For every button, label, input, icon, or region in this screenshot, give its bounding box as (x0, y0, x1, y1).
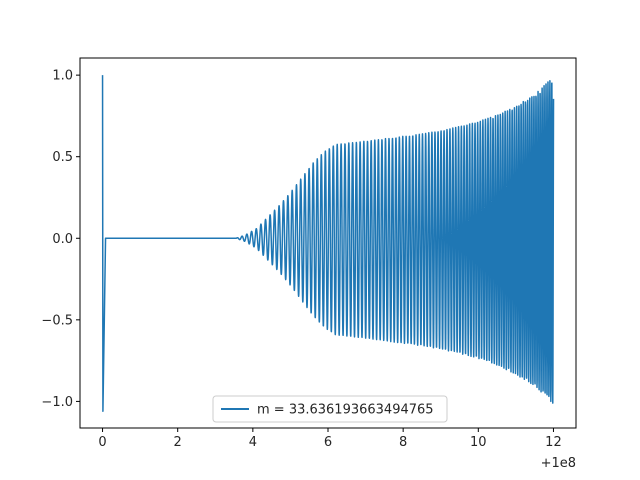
series-line (101, 75, 555, 412)
x-tick-label: 2 (174, 435, 182, 450)
y-tick-label: 0.0 (52, 232, 73, 247)
x-axis: 0 2 4 6 8 10 12 (98, 428, 562, 450)
legend-label: m = 33.636193663494765 (257, 403, 434, 418)
y-tick-label: −1.0 (41, 395, 73, 410)
x-tick-label: 10 (470, 435, 487, 450)
legend: m = 33.636193663494765 (212, 395, 448, 423)
y-axis: −1.0 −0.5 0.0 0.5 1.0 (41, 69, 80, 410)
y-tick-label: −0.5 (41, 313, 73, 328)
x-tick-label: 12 (545, 435, 562, 450)
x-tick-label: 0 (98, 435, 106, 450)
x-offset-label: +1e8 (541, 456, 576, 471)
y-tick-label: 1.0 (52, 69, 73, 84)
series-group (101, 75, 555, 412)
y-tick-label: 0.5 (52, 150, 73, 165)
legend-box (212, 395, 448, 423)
x-tick-label: 8 (399, 435, 407, 450)
x-tick-label: 6 (324, 435, 332, 450)
x-tick-label: 4 (249, 435, 257, 450)
